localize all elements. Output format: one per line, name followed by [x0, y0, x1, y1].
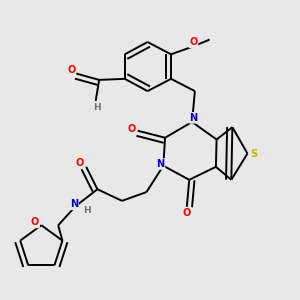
Text: O: O	[183, 208, 191, 218]
Text: O: O	[189, 38, 198, 47]
Text: H: H	[94, 103, 101, 112]
Text: N: N	[157, 159, 165, 169]
Text: N: N	[70, 199, 78, 209]
Text: S: S	[250, 148, 257, 158]
Text: O: O	[67, 65, 75, 75]
Text: O: O	[31, 218, 39, 227]
Text: O: O	[76, 158, 84, 168]
Text: N: N	[189, 113, 197, 123]
Text: O: O	[127, 124, 136, 134]
Text: H: H	[83, 206, 91, 215]
